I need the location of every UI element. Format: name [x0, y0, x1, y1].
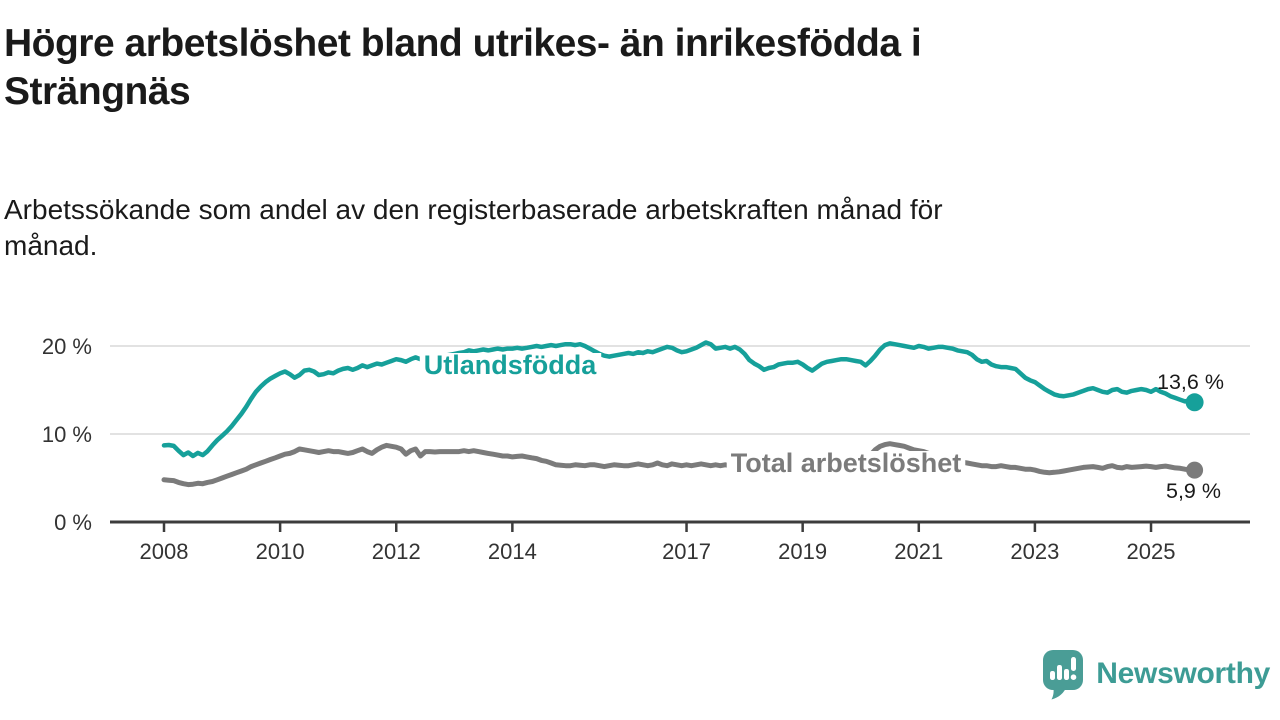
- x-tick-label: 2014: [488, 539, 537, 564]
- x-tick-label: 2012: [372, 539, 421, 564]
- series-label-bg: [419, 353, 602, 380]
- newsworthy-logo: Newsworthy: [1040, 648, 1270, 700]
- newsworthy-wordmark: Newsworthy: [1096, 657, 1270, 690]
- series-end-dot: [1185, 393, 1204, 412]
- x-tick-label: 2017: [662, 539, 711, 564]
- end-value-label: 13,6 %: [1157, 370, 1224, 394]
- series-line-utlandsf-dda: [161, 340, 1197, 459]
- chart-title-line-1: Högre arbetslöshet bland utrikes- än inr…: [4, 22, 922, 65]
- x-tick-label: 2010: [256, 539, 305, 564]
- series-line-total-arbetsl-shet: [161, 441, 1198, 488]
- chart-title: Högre arbetslöshet bland utrikes- än inr…: [4, 20, 1276, 115]
- chart-title-line-2: Strängnäs: [4, 69, 191, 113]
- speech-bubble-bar-chart-icon: [1043, 650, 1084, 700]
- x-tick-label: 2019: [778, 539, 827, 564]
- y-tick-label: 20 %: [42, 334, 92, 359]
- end-value-label: 5,9 %: [1166, 479, 1221, 503]
- y-tick-label: 0 %: [54, 510, 92, 535]
- series-label: Utlandsfödda: [424, 350, 597, 380]
- x-tick-label: 2025: [1127, 539, 1176, 564]
- x-tick-label: 2008: [140, 539, 189, 564]
- x-tick-label: 2021: [894, 539, 943, 564]
- chart-subtitle-line-1: Arbetssökande som andel av den registerb…: [4, 194, 943, 225]
- series-label-bg: [726, 451, 966, 478]
- chart-subtitle: Arbetssökande som andel av den registerb…: [4, 192, 1276, 265]
- y-tick-label: 10 %: [42, 422, 92, 447]
- series-end-dot: [1186, 461, 1204, 479]
- x-tick-label: 2023: [1010, 539, 1059, 564]
- series-label: Total arbetslöshet: [731, 448, 962, 478]
- chart-subtitle-line-2: månad.: [4, 230, 98, 262]
